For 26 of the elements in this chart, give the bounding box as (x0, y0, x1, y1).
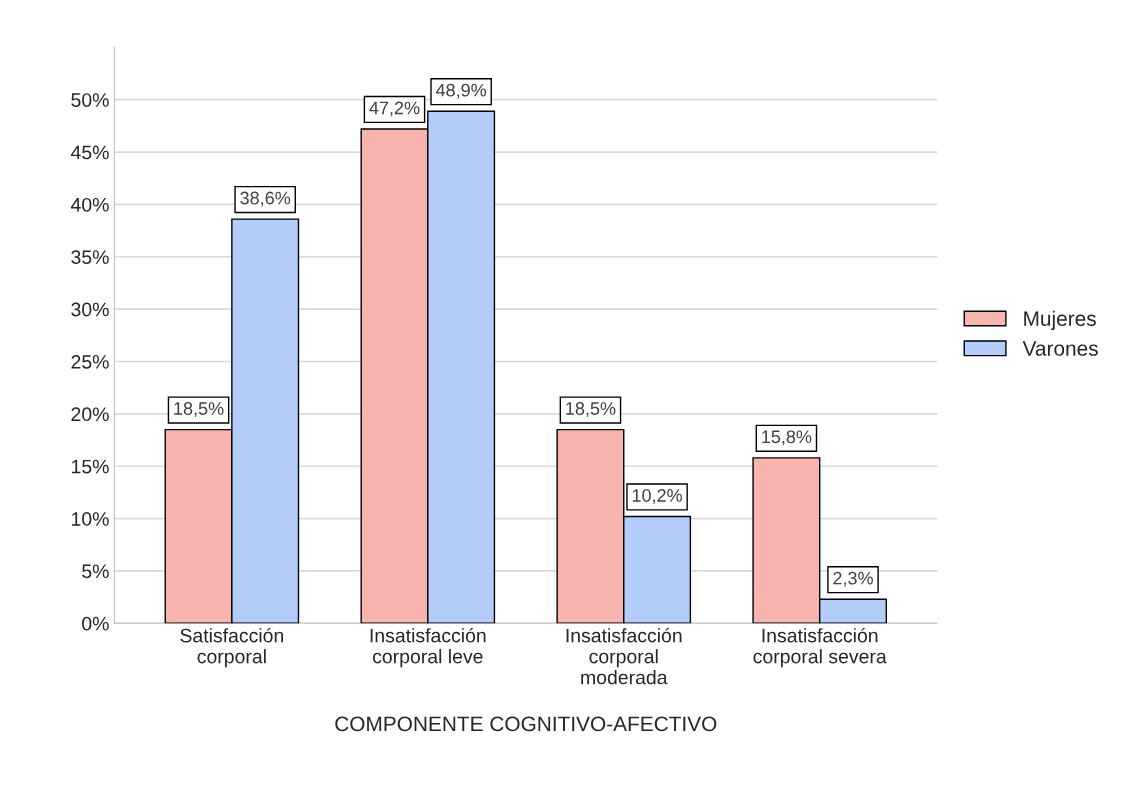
y-tick-label: 25% (71, 354, 109, 369)
y-tick-label: 5% (82, 564, 109, 579)
x-tick-label: Insatisfacción corporal leve (370, 627, 486, 668)
y-tick-label: 40% (70, 197, 109, 212)
data-label: 18,5% (174, 402, 224, 418)
legend-label: Varones (1022, 341, 1098, 356)
data-label: 47,2% (369, 101, 420, 117)
data-label: 18,5% (566, 402, 616, 418)
data-label: 2,3% (833, 571, 873, 587)
data-label: 15,8% (762, 430, 812, 446)
legend-label: Mujeres (1024, 310, 1096, 331)
x-tick-label: Insatisfacción corporal moderada (566, 627, 682, 685)
y-tick-label: 45% (70, 145, 109, 160)
y-tick-label: 30% (71, 302, 109, 317)
y-tick-label: 35% (71, 250, 109, 265)
data-label: 38,6% (240, 191, 291, 207)
y-tick-label: 50% (71, 93, 109, 107)
y-tick-label: 20% (71, 407, 109, 422)
x-axis-title: COMPONENTE COGNITIVO-AFECTIVO (335, 716, 717, 732)
x-tick-label: Insatisfacción corporal severa (753, 627, 887, 668)
y-tick-label: 10% (72, 512, 109, 526)
x-tick-label: Satisfacción corporal (180, 627, 284, 668)
y-tick-label: 15% (72, 459, 109, 474)
data-label: 48,9% (435, 83, 487, 99)
y-tick-label: 0% (82, 616, 109, 631)
data-label: 10,2% (632, 489, 683, 504)
